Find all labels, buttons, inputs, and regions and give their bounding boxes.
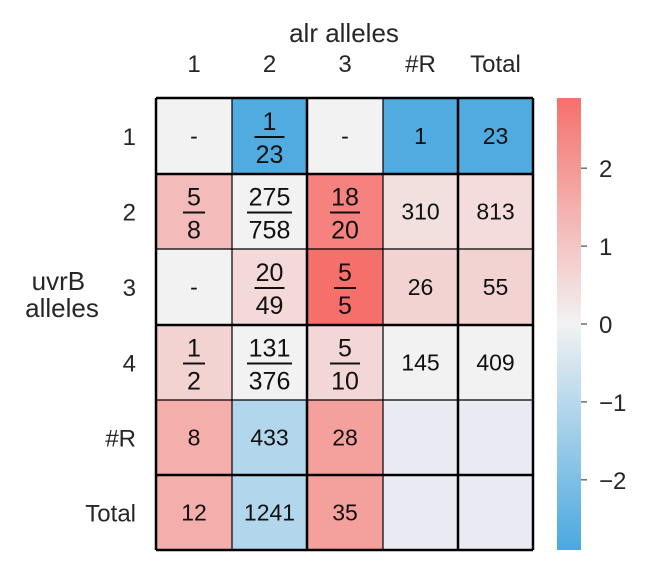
- cell-numerator: 131: [249, 335, 291, 363]
- cell-value: 35: [332, 500, 358, 526]
- heatmap-cell: [307, 400, 383, 475]
- colorbar-tick-label: 2: [599, 156, 612, 183]
- cell-value: 310: [401, 199, 439, 225]
- heatmap-cell: [156, 249, 232, 325]
- cell-value: 8: [188, 425, 201, 451]
- y-axis-title-line-1: uvrB: [32, 266, 85, 296]
- heatmap-cell: [383, 98, 458, 174]
- heatmap-cell: [307, 98, 383, 174]
- cell-denominator: 20: [331, 217, 359, 245]
- colorbar: [557, 98, 581, 550]
- cell-value: -: [190, 123, 198, 149]
- cell-numerator: 5: [187, 184, 201, 212]
- cell-value: 28: [332, 425, 358, 451]
- column-label: 1: [187, 51, 200, 78]
- cell-value: 433: [250, 425, 288, 451]
- cell-denominator: 2: [187, 368, 201, 396]
- y-axis-title: uvrB alleles: [25, 266, 99, 323]
- heatmap-cell: [383, 400, 458, 475]
- row-label: 1: [123, 124, 136, 151]
- cell-value: 12: [181, 500, 207, 526]
- cell-value: 1: [414, 123, 427, 149]
- y-axis-title-line-2: alleles: [25, 293, 99, 323]
- cell-denominator: 10: [331, 368, 359, 396]
- column-label: #R: [405, 51, 436, 78]
- cell-denominator: 758: [249, 217, 291, 245]
- heatmap-cell: [458, 325, 533, 400]
- colorbar-tick-label: −1: [599, 390, 626, 417]
- heatmap-cell: [156, 98, 232, 174]
- heatmap-cell: [383, 174, 458, 249]
- cell-numerator: 275: [249, 184, 291, 212]
- heatmap-cell: [458, 174, 533, 249]
- row-label: 2: [123, 200, 136, 227]
- cell-denominator: 8: [187, 217, 201, 245]
- row-label: 3: [123, 275, 136, 302]
- x-axis-title: alr alleles: [289, 18, 399, 48]
- cell-denominator: 5: [338, 292, 352, 320]
- row-labels: 1 2 3 4 #R Total: [85, 124, 136, 528]
- colorbar-tick-label: 1: [599, 234, 612, 261]
- colorbar-ticks: 2 1 0 −1 −2: [581, 156, 626, 495]
- row-label: 4: [123, 351, 136, 378]
- column-label: 3: [338, 51, 351, 78]
- cell-value: 813: [476, 199, 514, 225]
- cell-denominator: 23: [256, 141, 284, 169]
- cell-value: 409: [476, 350, 514, 376]
- heatmap-cell: [458, 475, 533, 550]
- cell-numerator: 5: [338, 259, 352, 287]
- cell-numerator: 20: [256, 259, 284, 287]
- heatmap-cell: [307, 475, 383, 550]
- grid-lines: [154, 96, 535, 552]
- row-label: #R: [105, 426, 136, 453]
- cell-value: 1241: [244, 500, 295, 526]
- cell-value: 145: [401, 350, 439, 376]
- heatmap-cell: [232, 475, 307, 550]
- heatmap-cell: [156, 400, 232, 475]
- heatmap-cell: [458, 98, 533, 174]
- cell-value: 55: [483, 274, 509, 300]
- heatmap-cell: [383, 249, 458, 325]
- cell-value: 26: [408, 274, 434, 300]
- cell-denominator: 376: [249, 368, 291, 396]
- cell-numerator: 18: [331, 184, 359, 212]
- heatmap-cell: [232, 400, 307, 475]
- cell-value: 23: [483, 123, 509, 149]
- cell-numerator: 1: [187, 335, 201, 363]
- heatmap-cell: [383, 475, 458, 550]
- row-label: Total: [85, 501, 136, 528]
- heatmap-cell: [458, 400, 533, 475]
- column-label: 2: [263, 51, 276, 78]
- cell-denominator: 49: [256, 292, 284, 320]
- cell-value: -: [190, 274, 198, 300]
- column-label: Total: [470, 51, 521, 78]
- heatmap-cell: [156, 475, 232, 550]
- cell-numerator: 5: [338, 335, 352, 363]
- cell-value: -: [341, 123, 349, 149]
- colorbar-tick-label: 0: [599, 312, 612, 339]
- heatmap-cell: [458, 249, 533, 325]
- colorbar-tick-label: −2: [599, 468, 626, 495]
- column-labels: 1 2 3 #R Total: [187, 51, 521, 78]
- heatmap-cell: [383, 325, 458, 400]
- cell-numerator: 1: [263, 108, 277, 136]
